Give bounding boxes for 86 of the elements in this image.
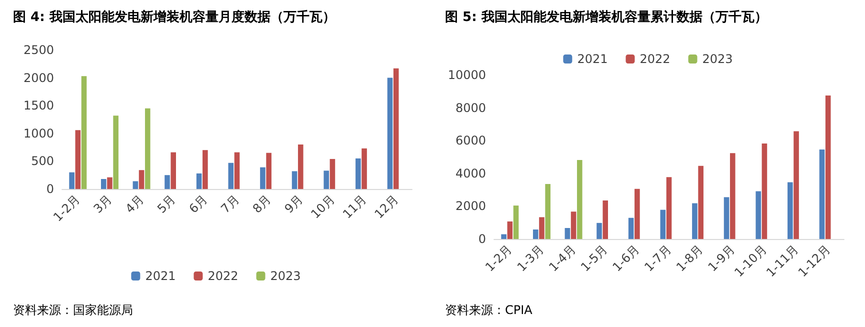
bar: [260, 167, 266, 189]
text: 资料来源：CPIA: [445, 303, 534, 317]
bar: [634, 188, 640, 239]
bar: [387, 78, 393, 189]
x-tick-label: 4月: [122, 192, 146, 216]
bar: [266, 152, 272, 189]
x-tick-label: 5月: [154, 192, 178, 216]
y-tick-label: 6000: [455, 134, 486, 148]
bar: [69, 172, 74, 189]
x-tick-label: 6月: [186, 192, 210, 216]
bar: [819, 149, 825, 239]
bar: [570, 212, 576, 239]
x-tick-label: 1-6月: [610, 242, 642, 274]
bar: [196, 173, 202, 189]
bar: [228, 162, 234, 189]
bar: [596, 222, 602, 239]
bar: [234, 152, 240, 189]
bar: [138, 170, 144, 189]
bar: [501, 234, 506, 239]
x-tick-label: 1-3月: [514, 242, 547, 274]
bar: [539, 217, 544, 239]
y-tick-label: 500: [31, 154, 54, 168]
bar: [75, 130, 81, 189]
x-tick-label: 3月: [90, 192, 115, 216]
x-tick-label: 10月: [308, 192, 338, 222]
bar: [628, 218, 634, 239]
legend-label: 2023: [270, 269, 301, 283]
bar: [532, 229, 538, 239]
legend-label: 2022: [640, 52, 670, 66]
bar: [724, 197, 730, 239]
bar: [81, 76, 87, 189]
bar: [513, 206, 519, 239]
bar: [164, 175, 170, 189]
y-tick-label: 8000: [455, 100, 486, 115]
x-tick-label: 9月: [282, 192, 306, 216]
bar: [564, 228, 570, 239]
bar: [698, 166, 704, 239]
y-tick-label: 1500: [23, 98, 54, 113]
y-tick-label: 4000: [455, 166, 486, 180]
x-tick-label: 12月: [372, 192, 402, 222]
bar: [545, 184, 550, 239]
bar: [144, 108, 150, 189]
y-tick-label: 2000: [23, 70, 54, 85]
x-tick-label: 11月: [340, 192, 370, 222]
bar: [107, 177, 112, 189]
bar: [202, 150, 208, 189]
bar: [666, 177, 672, 239]
bar: [393, 68, 399, 189]
bar: [576, 160, 582, 239]
y-tick-label: 2000: [455, 199, 486, 214]
text: 资料来源：国家能源局: [13, 303, 133, 317]
x-tick-label: 1-8月: [674, 242, 706, 274]
chart-title: 图 5: 我国太阳能发电新增装机容量累计数据（万千瓦）: [445, 9, 768, 25]
legend-label: 2023: [702, 52, 733, 66]
bar: [113, 116, 118, 189]
x-tick-label: 7月: [218, 192, 242, 216]
bar: [330, 158, 336, 189]
bar: [762, 144, 768, 239]
legend-label: 2021: [577, 52, 608, 66]
bar: [298, 144, 304, 189]
bar: [730, 153, 736, 239]
y-tick-label: 1000: [23, 126, 54, 140]
bar: [788, 182, 793, 239]
bar: [362, 148, 367, 189]
bar: [292, 171, 298, 189]
bar: [756, 191, 762, 239]
x-tick-label: 1-4月: [546, 242, 578, 274]
bar: [507, 221, 513, 239]
bar: [602, 200, 608, 239]
bar: [132, 181, 138, 189]
bar: [794, 131, 799, 239]
y-tick-label: 10000: [448, 68, 486, 82]
bar: [170, 152, 176, 189]
bar: [324, 170, 330, 189]
chart-title: 图 4: 我国太阳能发电新增装机容量月度数据（万千瓦）: [13, 9, 336, 25]
bar: [100, 178, 106, 189]
bar: [660, 210, 666, 239]
x-tick-label: 1-7月: [642, 242, 674, 274]
legend-label: 2022: [208, 269, 238, 283]
bar: [692, 203, 698, 239]
y-tick-label: 2500: [23, 43, 54, 57]
x-tick-label: 1-5月: [578, 242, 610, 274]
legend-label: 2021: [145, 269, 176, 283]
bar: [825, 96, 831, 239]
bar: [356, 158, 361, 189]
x-tick-label: 8月: [250, 192, 274, 216]
